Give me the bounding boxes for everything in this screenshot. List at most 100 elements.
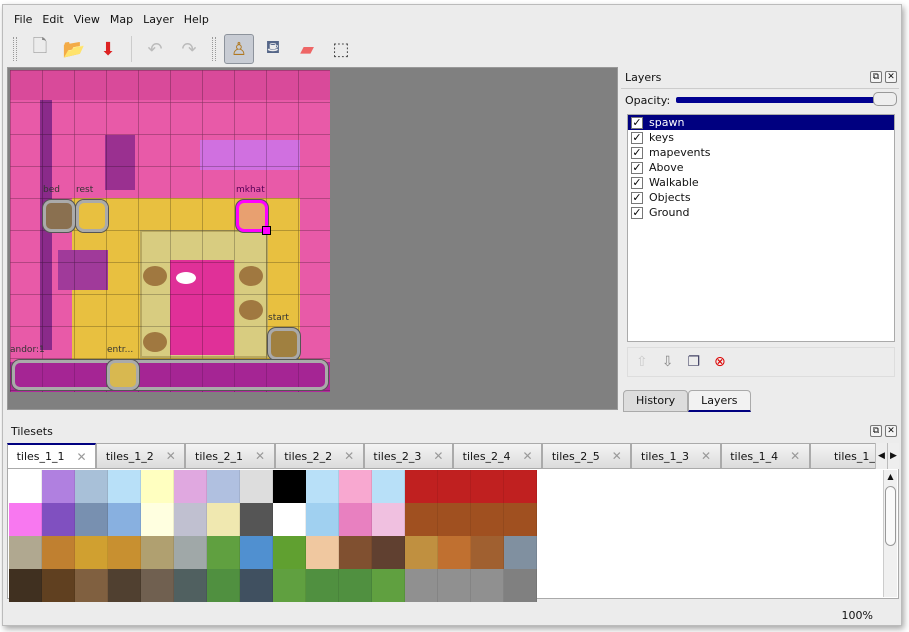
layer-row[interactable]: ✓ Walkable xyxy=(628,175,894,190)
tile[interactable] xyxy=(273,536,306,569)
map-object-corridor[interactable] xyxy=(12,360,328,390)
tile[interactable] xyxy=(339,503,372,536)
tile[interactable] xyxy=(141,569,174,602)
tile[interactable] xyxy=(339,470,372,503)
tile-grid[interactable] xyxy=(9,470,537,602)
tile[interactable] xyxy=(207,470,240,503)
tile[interactable] xyxy=(306,503,339,536)
tile[interactable] xyxy=(174,503,207,536)
layer-row[interactable]: ✓ mapevents xyxy=(628,145,894,160)
tile[interactable] xyxy=(141,536,174,569)
tile[interactable] xyxy=(108,536,141,569)
tile[interactable] xyxy=(75,569,108,602)
tile[interactable] xyxy=(9,503,42,536)
tile[interactable] xyxy=(9,536,42,569)
tile[interactable] xyxy=(108,470,141,503)
tile[interactable] xyxy=(141,470,174,503)
tab-history[interactable]: History xyxy=(623,390,689,412)
float-icon[interactable]: ⧉ xyxy=(870,71,882,83)
close-tab-icon[interactable]: ✕ xyxy=(433,449,444,463)
menu-view[interactable]: View xyxy=(73,13,100,26)
tile[interactable] xyxy=(42,569,75,602)
menu-edit[interactable]: Edit xyxy=(42,13,64,26)
visibility-checkbox[interactable]: ✓ xyxy=(631,115,643,129)
tile[interactable] xyxy=(471,470,504,503)
move-layer-down-icon[interactable]: ⇩ xyxy=(661,354,674,370)
tile[interactable] xyxy=(141,503,174,536)
visibility-checkbox[interactable]: ✓ xyxy=(631,160,643,174)
tile[interactable] xyxy=(42,470,75,503)
move-layer-up-icon[interactable]: ⇧ xyxy=(636,354,648,370)
tileset-tab[interactable]: tiles_2_2 ✕ xyxy=(274,443,364,468)
tile[interactable] xyxy=(240,536,273,569)
tile[interactable] xyxy=(75,536,108,569)
scroll-up-icon[interactable]: ▲ xyxy=(887,472,894,481)
tile[interactable] xyxy=(471,503,504,536)
menu-layer[interactable]: Layer xyxy=(143,13,174,26)
opacity-slider[interactable] xyxy=(676,92,897,106)
menu-file[interactable]: File xyxy=(14,13,33,26)
visibility-checkbox[interactable]: ✓ xyxy=(631,190,643,204)
rect-select-button[interactable]: ⬚ xyxy=(326,34,356,64)
tile[interactable] xyxy=(306,536,339,569)
close-tab-icon[interactable]: ✕ xyxy=(254,449,265,463)
tile[interactable] xyxy=(471,569,504,602)
tile[interactable] xyxy=(240,569,273,602)
stamp-brush-button[interactable]: ♙ xyxy=(224,34,254,64)
close-tab-icon[interactable]: ✕ xyxy=(344,449,355,463)
tile[interactable] xyxy=(207,536,240,569)
layer-row[interactable]: ✓ Above xyxy=(628,160,894,175)
tileset-tab[interactable]: tiles_2_4 ✕ xyxy=(453,443,543,468)
close-tab-icon[interactable]: ✕ xyxy=(611,449,622,463)
toolbar-grip[interactable] xyxy=(13,37,17,61)
visibility-checkbox[interactable]: ✓ xyxy=(631,145,643,159)
tile[interactable] xyxy=(75,470,108,503)
tileset-tab[interactable]: tiles_1_4 ✕ xyxy=(720,443,810,468)
map-view[interactable]: bed rest mkhat start andor:1 entr... xyxy=(7,67,618,410)
new-map-button[interactable]: 🗋 xyxy=(25,34,55,64)
tile[interactable] xyxy=(504,569,537,602)
visibility-checkbox[interactable]: ✓ xyxy=(631,175,643,189)
layer-row[interactable]: ✓ Ground xyxy=(628,205,894,220)
tile[interactable] xyxy=(174,536,207,569)
map-object-bed[interactable] xyxy=(43,200,75,232)
save-button[interactable]: ⬇ xyxy=(93,34,123,64)
tile[interactable] xyxy=(438,503,471,536)
open-button[interactable]: 📂 xyxy=(59,34,89,64)
tileset-tab[interactable]: tiles_2_1 ✕ xyxy=(185,443,275,468)
toolbar-grip[interactable] xyxy=(212,37,216,61)
slider-handle[interactable] xyxy=(873,92,897,106)
tile[interactable] xyxy=(42,536,75,569)
tab-scroll-left-icon[interactable]: ◀ xyxy=(875,443,887,469)
tile[interactable] xyxy=(306,569,339,602)
eraser-button[interactable]: ▰ xyxy=(292,34,322,64)
visibility-checkbox[interactable]: ✓ xyxy=(631,205,643,219)
tile[interactable] xyxy=(372,470,405,503)
tile[interactable] xyxy=(339,569,372,602)
close-tab-icon[interactable]: ✕ xyxy=(522,449,533,463)
tile[interactable] xyxy=(306,470,339,503)
float-icon[interactable]: ⧉ xyxy=(870,425,882,437)
layer-row[interactable]: ✓ keys xyxy=(628,130,894,145)
tile[interactable] xyxy=(207,503,240,536)
tile[interactable] xyxy=(372,569,405,602)
map-canvas[interactable]: bed rest mkhat start andor:1 entr... xyxy=(10,70,330,392)
menu-help[interactable]: Help xyxy=(183,13,209,26)
close-icon[interactable]: ✕ xyxy=(885,71,897,83)
tileset-tab[interactable]: tiles_1_1 ✕ xyxy=(7,443,97,468)
tile[interactable] xyxy=(174,569,207,602)
map-object-start[interactable] xyxy=(268,328,300,360)
menu-map[interactable]: Map xyxy=(109,13,134,26)
tileset-view[interactable]: ▲ xyxy=(7,469,899,602)
tile[interactable] xyxy=(240,503,273,536)
tile[interactable] xyxy=(240,470,273,503)
map-object-rest[interactable] xyxy=(76,200,108,232)
duplicate-layer-icon[interactable]: ❐ xyxy=(687,354,701,370)
tile[interactable] xyxy=(108,503,141,536)
tileset-tab[interactable]: tiles_1_2 ✕ xyxy=(96,443,186,468)
tile[interactable] xyxy=(372,536,405,569)
tile[interactable] xyxy=(42,503,75,536)
delete-layer-icon[interactable]: ⊗ xyxy=(714,354,726,370)
tile[interactable] xyxy=(9,470,42,503)
visibility-checkbox[interactable]: ✓ xyxy=(631,130,643,144)
